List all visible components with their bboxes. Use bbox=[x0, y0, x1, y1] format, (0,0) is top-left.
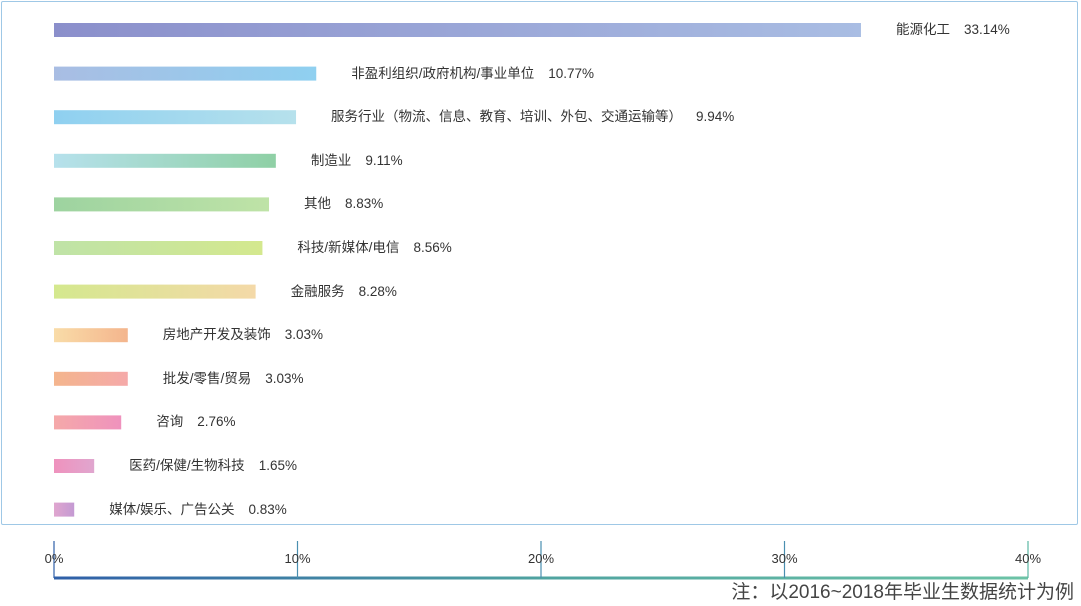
value-label: 8.56% bbox=[413, 240, 452, 255]
category-label: 金融服务 bbox=[290, 283, 345, 299]
category-label: 媒体/娱乐、广告公关 bbox=[109, 501, 235, 517]
bar bbox=[54, 66, 317, 81]
value-label: 8.28% bbox=[358, 283, 397, 299]
category-label: 能源化工 bbox=[895, 22, 950, 37]
category-label: 其他 bbox=[304, 196, 331, 212]
value-label: 33.14% bbox=[963, 22, 1010, 37]
category-label: 咨询 bbox=[156, 414, 184, 430]
bar bbox=[54, 284, 256, 299]
bar bbox=[54, 23, 861, 37]
category-label: 批发/零售/贸易 bbox=[162, 370, 252, 386]
value-label: 3.03% bbox=[265, 370, 304, 386]
value-label: 2.76% bbox=[197, 414, 236, 430]
bar-label: 媒体/娱乐、广告公关 0.83% bbox=[109, 502, 287, 518]
x-tick-label: 10% bbox=[284, 551, 311, 566]
bar-label: 非盈利组织/政府机构/事业单位 10.77% bbox=[351, 66, 594, 82]
bar-label: 房地产开发及装饰 3.03% bbox=[163, 327, 323, 343]
value-label: 9.11% bbox=[365, 152, 403, 168]
category-label: 制造业 bbox=[310, 152, 352, 168]
bar-label: 服务行业（物流、信息、教育、培训、外包、交通运输等） 9.94% bbox=[331, 109, 734, 125]
bar-label: 医药/保健/生物科技 1.65% bbox=[129, 458, 297, 474]
footnote: 注：以2016~2018年毕业生数据统计为例 bbox=[731, 582, 1074, 603]
bar bbox=[54, 197, 270, 212]
bar bbox=[54, 110, 297, 125]
category-label: 非盈利组织/政府机构/事业单位 bbox=[351, 65, 535, 81]
x-tick-label: 0% bbox=[44, 551, 64, 566]
bar-label: 金融服务 8.28% bbox=[291, 284, 397, 300]
category-label: 医药/保健/生物科技 bbox=[129, 458, 245, 473]
bar-label: 科技/新媒体/电信 8.56% bbox=[297, 240, 451, 256]
x-tick-label: 20% bbox=[527, 551, 555, 566]
value-label: 1.65% bbox=[258, 458, 297, 473]
value-label: 9.94% bbox=[696, 109, 735, 125]
bar-label: 其他 8.83% bbox=[304, 196, 383, 212]
bar-label: 批发/零售/贸易 3.03% bbox=[163, 371, 304, 387]
bar bbox=[54, 459, 95, 473]
value-label: 3.03% bbox=[284, 327, 324, 343]
x-tick-label: 40% bbox=[1014, 551, 1042, 566]
value-label: 0.83% bbox=[248, 501, 287, 517]
chart-panel bbox=[1, 1, 1078, 525]
bar bbox=[54, 415, 122, 430]
bar-label: 制造业 9.11% bbox=[311, 153, 403, 169]
x-tick-label: 30% bbox=[771, 551, 798, 566]
bar-label: 咨询 2.76% bbox=[156, 414, 235, 430]
bar bbox=[54, 371, 128, 386]
bar-label: 能源化工 33.14% bbox=[896, 22, 1010, 38]
category-label: 服务行业（物流、信息、教育、培训、外包、交通运输等） bbox=[331, 109, 683, 125]
bar bbox=[54, 502, 75, 517]
category-label: 房地产开发及装饰 bbox=[162, 327, 271, 343]
bar bbox=[54, 241, 263, 255]
bar bbox=[54, 153, 276, 168]
value-label: 8.83% bbox=[345, 196, 384, 212]
category-label: 科技/新媒体/电信 bbox=[297, 240, 400, 255]
value-label: 10.77% bbox=[548, 65, 595, 81]
bar bbox=[54, 328, 128, 343]
